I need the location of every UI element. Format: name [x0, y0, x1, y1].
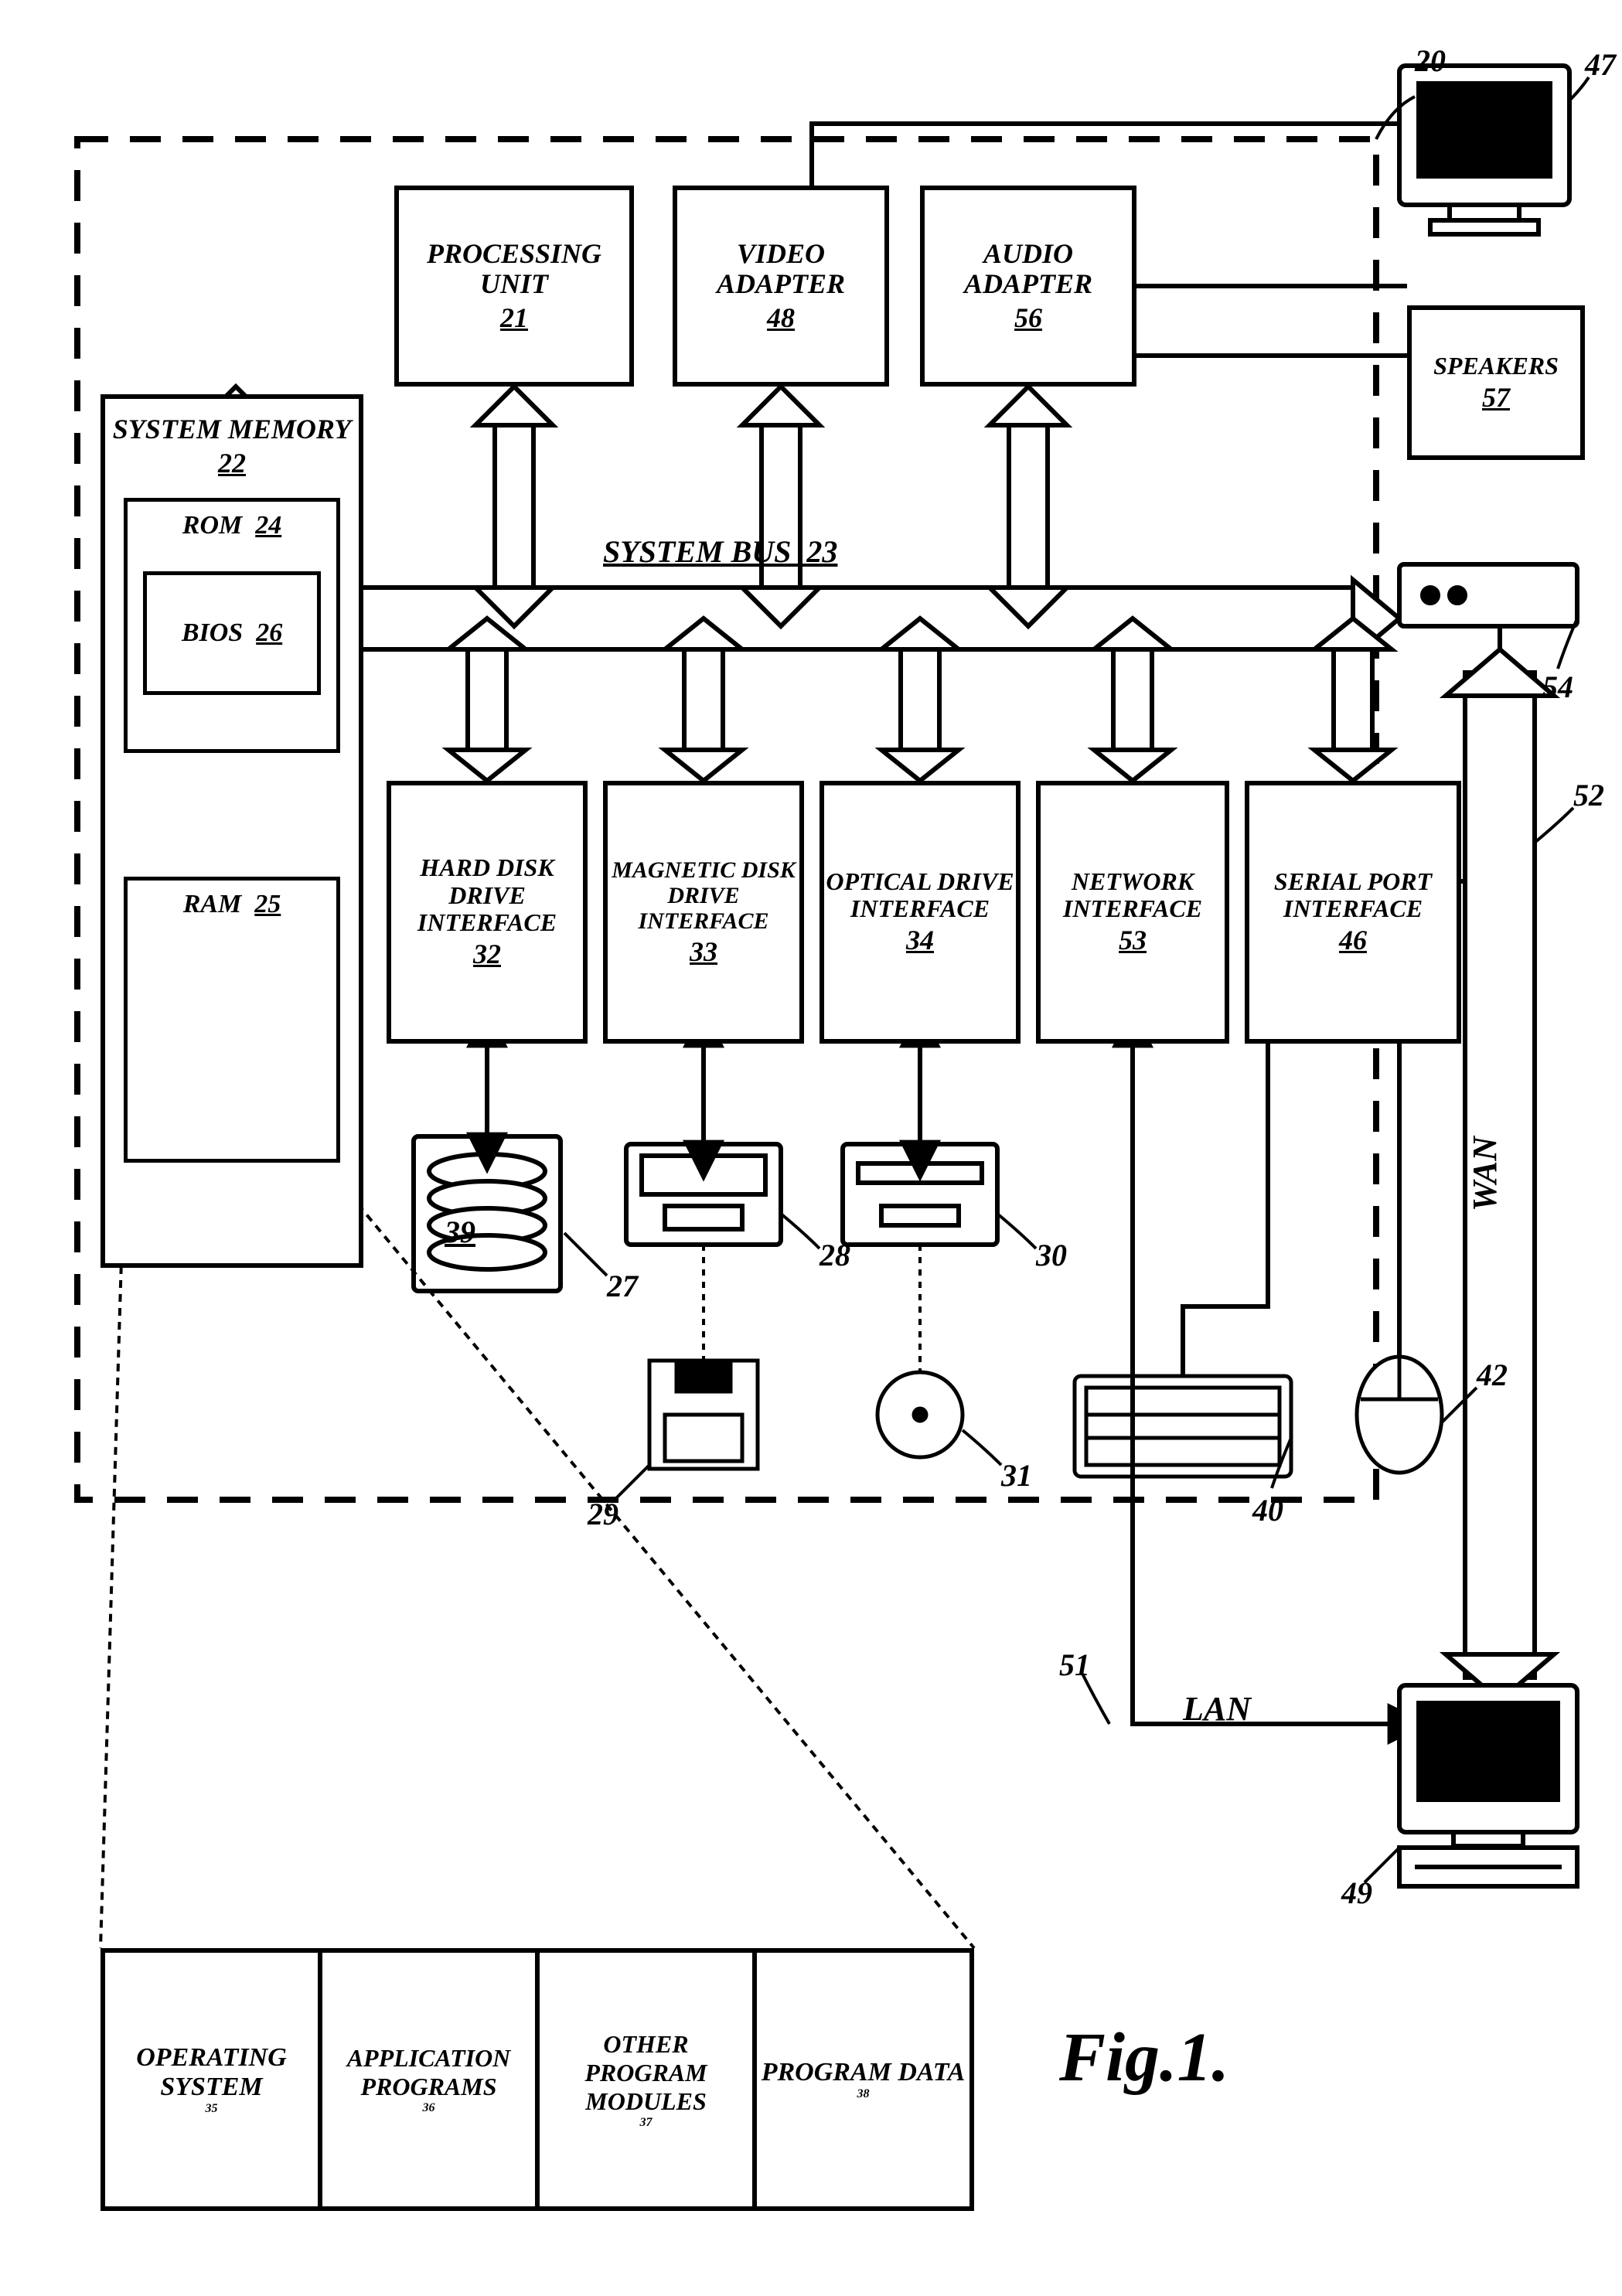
bios-label: BIOS — [182, 618, 243, 647]
other-label: OTHER PROGRAM MODULES — [540, 2030, 752, 2116]
network-if-num: 53 — [1119, 925, 1147, 956]
magnetic-if-box: MAGNETIC DISK DRIVE INTERFACE 33 — [603, 781, 804, 1044]
speakers-box: SPEAKERS 57 — [1407, 305, 1585, 460]
bus-label: SYSTEM BUS 23 — [603, 533, 837, 570]
lan-label: LAN — [1183, 1689, 1251, 1729]
processing-unit-box: PROCESSING UNIT 21 — [394, 186, 634, 387]
bus-label-text: SYSTEM BUS — [603, 534, 791, 569]
bus-label-num: 23 — [806, 534, 837, 569]
network-if-box: NETWORK INTERFACE 53 — [1036, 781, 1229, 1044]
ref-51: 51 — [1059, 1647, 1090, 1683]
hard-disk-if-num: 32 — [473, 939, 501, 970]
processing-unit-label: PROCESSING UNIT — [399, 239, 629, 300]
other-cell: OTHER PROGRAM MODULES 37 — [540, 1953, 757, 2206]
ref-29: 29 — [588, 1496, 618, 1532]
audio-adapter-box: AUDIO ADAPTER 56 — [920, 186, 1136, 387]
ram-num: 25 — [254, 890, 281, 918]
monitor-icon — [1399, 66, 1569, 234]
apps-num: 36 — [423, 2101, 435, 2115]
system-memory-num: 22 — [218, 448, 246, 479]
video-adapter-box: VIDEO ADAPTER 48 — [673, 186, 889, 387]
remote-computer-icon — [1399, 1685, 1577, 1886]
ref-20: 20 — [1415, 43, 1446, 79]
floppy-drive-icon — [626, 1144, 781, 1245]
rom-box: ROM 24 BIOS 26 — [124, 498, 340, 753]
ram-box: RAM 25 — [124, 877, 340, 1163]
serial-if-label: SERIAL PORT INTERFACE — [1249, 868, 1457, 922]
bios-box: BIOS 26 — [143, 571, 321, 695]
figure-label: Fig.1. — [1059, 2018, 1229, 2097]
audio-adapter-num: 56 — [1014, 303, 1042, 334]
ref-31: 31 — [1001, 1457, 1032, 1494]
modem-icon — [1399, 564, 1577, 626]
serial-if-num: 46 — [1339, 925, 1367, 956]
apps-cell: APPLICATION PROGRAMS 36 — [322, 1953, 540, 2206]
hard-disk-if-box: HARD DISK DRIVE INTERFACE 32 — [387, 781, 588, 1044]
progdata-label: PROGRAM DATA — [762, 2058, 966, 2087]
optical-if-box: OPTICAL DRIVE INTERFACE 34 — [820, 781, 1021, 1044]
diagram-canvas: 20 47 54 52 42 40 30 31 28 29 27 39 49 5… — [31, 31, 1591, 2265]
progdata-num: 38 — [857, 2087, 870, 2101]
hard-disk-if-label: HARD DISK DRIVE INTERFACE — [391, 854, 583, 936]
other-num: 37 — [640, 2116, 653, 2130]
bios-num: 26 — [256, 618, 282, 647]
rom-num: 24 — [255, 511, 281, 540]
speakers-label: SPEAKERS — [1433, 353, 1559, 380]
processing-unit-num: 21 — [500, 303, 528, 334]
ref-39: 39 — [445, 1214, 475, 1250]
ref-47: 47 — [1585, 46, 1616, 83]
video-adapter-label: VIDEO ADAPTER — [677, 239, 884, 300]
ref-28: 28 — [820, 1237, 850, 1273]
ram-label: RAM — [183, 890, 242, 918]
os-num: 35 — [206, 2102, 218, 2116]
optical-if-num: 34 — [906, 925, 934, 956]
magnetic-if-num: 33 — [690, 937, 717, 968]
ref-30: 30 — [1036, 1237, 1067, 1273]
serial-if-box: SERIAL PORT INTERFACE 46 — [1245, 781, 1461, 1044]
ref-27: 27 — [607, 1268, 638, 1304]
ref-40: 40 — [1252, 1492, 1283, 1528]
wan-label: WAN — [1465, 1136, 1504, 1211]
rom-label: ROM — [182, 511, 242, 540]
audio-adapter-label: AUDIO ADAPTER — [925, 239, 1132, 300]
ref-54: 54 — [1542, 669, 1573, 705]
keyboard-icon — [1075, 1376, 1291, 1477]
os-cell: OPERATING SYSTEM 35 — [105, 1953, 322, 2206]
system-memory-label: SYSTEM MEMORY — [113, 414, 351, 445]
video-adapter-num: 48 — [767, 303, 795, 334]
ref-49: 49 — [1341, 1875, 1372, 1911]
floppy-disk-icon — [649, 1361, 758, 1469]
hard-disk-icon — [414, 1136, 561, 1291]
magnetic-if-label: MAGNETIC DISK DRIVE INTERFACE — [608, 857, 799, 934]
mouse-icon — [1357, 1357, 1442, 1473]
network-if-label: NETWORK INTERFACE — [1041, 868, 1225, 922]
progdata-cell: PROGRAM DATA 38 — [757, 1953, 969, 2206]
speakers-num: 57 — [1482, 383, 1510, 414]
software-table: OPERATING SYSTEM 35 APPLICATION PROGRAMS… — [101, 1948, 974, 2211]
ref-52: 52 — [1573, 777, 1604, 813]
ref-42: 42 — [1477, 1357, 1508, 1393]
optical-disc-icon — [877, 1372, 963, 1457]
optical-drive-icon — [843, 1144, 997, 1245]
optical-if-label: OPTICAL DRIVE INTERFACE — [824, 868, 1016, 922]
apps-label: APPLICATION PROGRAMS — [322, 2044, 535, 2101]
system-memory-box: SYSTEM MEMORY 22 ROM 24 BIOS 26 RAM 25 — [101, 394, 363, 1268]
os-label: OPERATING SYSTEM — [105, 2043, 318, 2102]
